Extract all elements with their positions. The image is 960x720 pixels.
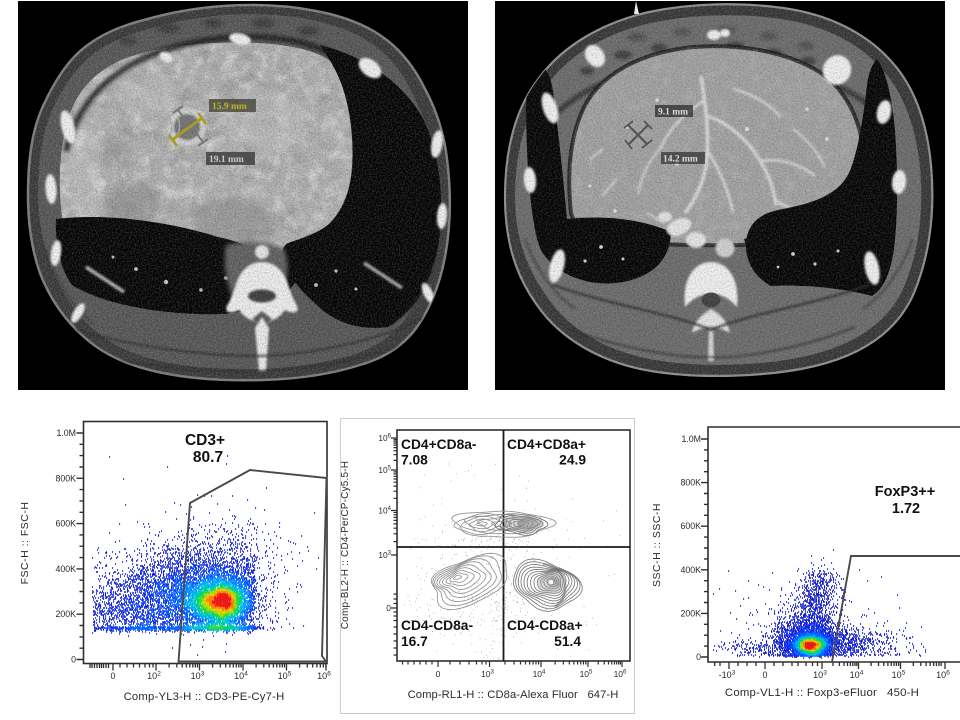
svg-text:104: 104 xyxy=(533,669,546,680)
svg-text:1.0M: 1.0M xyxy=(56,428,76,438)
svg-text:0: 0 xyxy=(110,671,115,681)
svg-text:15.9 mm: 15.9 mm xyxy=(212,102,247,112)
svg-text:103: 103 xyxy=(378,550,391,560)
svg-text:0: 0 xyxy=(762,670,767,680)
svg-text:102: 102 xyxy=(147,671,161,682)
svg-text:CD4-CD8a+: CD4-CD8a+ xyxy=(507,618,583,633)
svg-text:105: 105 xyxy=(580,669,593,680)
svg-text:51.4: 51.4 xyxy=(554,634,581,649)
svg-text:Comp-BL2-H :: CD4-PerCP-Cy5.5-: Comp-BL2-H :: CD4-PerCP-Cy5.5-H xyxy=(340,461,351,629)
svg-text:105: 105 xyxy=(278,671,292,682)
svg-text:103: 103 xyxy=(813,670,827,681)
svg-text:800K: 800K xyxy=(680,478,701,488)
svg-text:SSC-H :: SSC-H: SSC-H :: SSC-H xyxy=(651,503,663,587)
svg-text:24.9: 24.9 xyxy=(559,453,586,468)
svg-text:104: 104 xyxy=(850,670,864,681)
svg-text:0: 0 xyxy=(436,669,441,679)
svg-text:800K: 800K xyxy=(55,473,76,483)
svg-text:-103: -103 xyxy=(719,670,736,681)
svg-text:Comp-YL3-H :: CD3-PE-Cy7-H: Comp-YL3-H :: CD3-PE-Cy7-H xyxy=(124,691,285,703)
svg-text:400K: 400K xyxy=(55,564,76,574)
svg-text:CD4+CD8a+: CD4+CD8a+ xyxy=(507,437,586,452)
svg-text:80.7: 80.7 xyxy=(193,449,223,466)
svg-text:7.08: 7.08 xyxy=(401,453,428,468)
svg-text:CD4-CD8a-: CD4-CD8a- xyxy=(401,618,473,633)
svg-text:106: 106 xyxy=(378,433,391,443)
svg-text:0: 0 xyxy=(386,603,391,613)
svg-text:103: 103 xyxy=(191,671,205,682)
svg-text:105: 105 xyxy=(892,670,906,681)
svg-text:600K: 600K xyxy=(680,521,701,531)
svg-text:104: 104 xyxy=(378,506,391,516)
svg-text:CD3+: CD3+ xyxy=(185,432,225,449)
svg-text:106: 106 xyxy=(317,671,331,682)
svg-text:Comp-VL1-H :: Foxp3-eFluor 4: Comp-VL1-H :: Foxp3-eFluor 450-H xyxy=(725,687,919,699)
svg-text:1.72: 1.72 xyxy=(892,501,920,517)
svg-text:106: 106 xyxy=(936,670,950,681)
svg-text:9.1 mm: 9.1 mm xyxy=(658,108,688,118)
svg-text:103: 103 xyxy=(481,669,494,680)
svg-text:FSC-H :: FSC-H: FSC-H :: FSC-H xyxy=(19,502,31,585)
svg-text:16.7: 16.7 xyxy=(401,634,428,649)
svg-text:0: 0 xyxy=(696,652,701,662)
svg-text:106: 106 xyxy=(614,669,627,680)
svg-text:400K: 400K xyxy=(680,565,701,575)
svg-text:200K: 200K xyxy=(680,608,701,618)
svg-text:Comp-RL1-H :: CD8a-Alexa Fluor: Comp-RL1-H :: CD8a-Alexa Fluor 647-H xyxy=(408,689,619,701)
svg-text:104: 104 xyxy=(234,671,248,682)
svg-text:0: 0 xyxy=(71,655,76,665)
svg-text:19.1 mm: 19.1 mm xyxy=(209,155,244,165)
svg-text:1.0M: 1.0M xyxy=(681,434,701,444)
svg-text:600K: 600K xyxy=(55,519,76,529)
svg-text:CD4+CD8a-: CD4+CD8a- xyxy=(401,437,477,452)
svg-text:FoxP3++: FoxP3++ xyxy=(875,484,935,500)
svg-text:200K: 200K xyxy=(55,609,76,619)
svg-text:14.2 mm: 14.2 mm xyxy=(663,155,698,165)
svg-text:105: 105 xyxy=(378,465,391,475)
